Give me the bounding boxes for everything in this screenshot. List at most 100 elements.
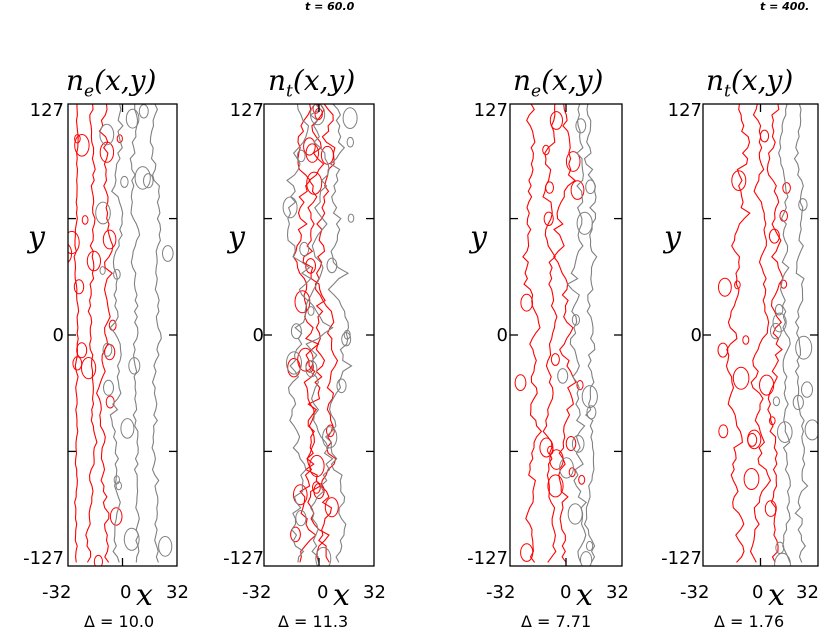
contour-island-1-1-7 <box>105 395 115 409</box>
contour-island-3-1-14 <box>545 181 554 194</box>
contour-island-4-2-4 <box>772 396 781 407</box>
contour-island-1-2-12 <box>134 166 151 190</box>
contour-island-1-1-8 <box>102 229 117 250</box>
contour-island-2-2-14 <box>290 323 302 340</box>
contour-island-1-1-6 <box>86 250 102 272</box>
contour-island-2-1-13 <box>305 258 317 274</box>
contour-island-1-1-17 <box>74 134 81 144</box>
contour-island-4-1-16 <box>743 468 760 490</box>
x-tick-mid-4: 0 <box>752 582 764 603</box>
contour-island-1-1-9 <box>68 230 80 255</box>
contour-island-4-1-5 <box>764 500 777 517</box>
contour-island-4-1-1 <box>718 424 729 439</box>
contour-island-1-1-4 <box>76 342 88 359</box>
contour-island-4-2-8 <box>801 381 813 398</box>
contour-island-2-2-3 <box>305 360 318 378</box>
y-axis-label-2: y <box>228 220 245 255</box>
contour-island-3-1-3 <box>543 211 554 227</box>
contour-island-2-1-9 <box>324 497 339 518</box>
y-tick-mid-4: 0 <box>690 325 702 346</box>
contour-line-3-2-2 <box>583 104 598 563</box>
contour-island-2-2-11 <box>346 136 354 148</box>
contour-island-1-1-2 <box>93 554 103 566</box>
plot-panel-2 <box>263 103 375 567</box>
contour-island-1-1-16 <box>72 356 83 371</box>
contour-island-2-1-8 <box>290 526 301 543</box>
contour-island-3-2-12 <box>586 405 597 420</box>
contour-island-4-2-2 <box>804 419 818 441</box>
contour-island-1-2-4 <box>99 266 106 275</box>
contour-island-2-1-7 <box>303 137 316 156</box>
contour-line-1-2-1 <box>109 104 124 563</box>
contour-island-4-1-14 <box>780 279 788 289</box>
contour-island-3-1-2 <box>549 111 564 130</box>
y-tick-bot-3: -127 <box>467 548 508 569</box>
contour-island-3-2-4 <box>567 503 583 525</box>
contour-line-4-1-1 <box>725 104 751 563</box>
y-axis-label-3: y <box>470 220 487 255</box>
contour-island-2-2-8 <box>342 107 358 129</box>
contour-line-4-2-1 <box>778 104 791 563</box>
contour-line-3-1-2 <box>542 104 558 563</box>
y-tick-top-3: 127 <box>473 100 508 121</box>
contour-group-3 <box>514 104 598 566</box>
contour-line-2-2-3 <box>324 104 353 563</box>
y-tick-top-1: 127 <box>29 100 64 121</box>
contour-island-4-2-11 <box>775 541 785 554</box>
contour-island-2-1-12 <box>312 481 321 494</box>
contour-island-1-1-10 <box>81 357 97 380</box>
y-tick-bot-2: -127 <box>223 548 264 569</box>
x-tick-left-2: -32 <box>242 582 272 603</box>
contour-island-2-2-5 <box>341 332 352 347</box>
contour-line-1-1-2 <box>85 104 98 563</box>
contour-island-2-1-2 <box>293 484 308 506</box>
contour-island-1-2-6 <box>113 475 121 485</box>
y-tick-mid-2: 0 <box>252 325 264 346</box>
time-label-right: t = 400. <box>760 0 810 13</box>
contour-island-3-1-5 <box>565 436 577 451</box>
x-axis-label-3: x <box>576 578 593 613</box>
contour-island-3-2-9 <box>571 314 581 326</box>
contour-island-4-2-1 <box>795 335 813 360</box>
contour-island-2-2-13 <box>299 241 310 257</box>
contour-line-1-1-1 <box>73 104 80 563</box>
contour-island-1-1-18 <box>109 507 123 526</box>
contour-island-1-2-15 <box>143 173 154 189</box>
contour-island-2-2-15 <box>322 426 338 449</box>
contour-island-3-2-11 <box>559 457 574 479</box>
contour-island-2-2-7 <box>343 329 351 340</box>
x-tick-mid-2: 0 <box>317 582 329 603</box>
plot-frame-3 <box>509 103 623 567</box>
plot-panel-3 <box>509 103 623 567</box>
contour-island-2-1-15 <box>305 143 319 163</box>
contour-island-2-1-16 <box>306 171 323 195</box>
y-axis-label-4: y <box>664 220 681 255</box>
contour-island-2-2-12 <box>307 306 315 316</box>
contour-island-4-2-9 <box>772 312 787 333</box>
contour-line-2-2-2 <box>305 104 334 563</box>
contour-island-1-1-15 <box>73 279 85 295</box>
contour-island-2-1-10 <box>309 454 325 478</box>
plot-panel-4 <box>702 103 819 567</box>
contour-island-1-2-11 <box>113 269 121 280</box>
contour-island-3-1-11 <box>568 467 576 478</box>
contour-island-4-1-12 <box>747 433 758 447</box>
contour-island-2-2-18 <box>326 257 338 274</box>
contour-line-2-1-3 <box>314 104 339 563</box>
contour-island-1-1-12 <box>104 344 116 361</box>
y-axis-label-1: y <box>28 220 45 255</box>
contour-island-2-1-18 <box>320 145 334 165</box>
contour-group-2 <box>282 104 358 566</box>
x-axis-label-1: x <box>136 578 153 613</box>
contour-island-1-2-18 <box>125 108 140 129</box>
contour-island-2-2-6 <box>282 196 298 219</box>
contour-island-3-1-4 <box>565 151 581 172</box>
contour-island-3-1-8 <box>576 380 584 391</box>
contour-island-4-1-15 <box>779 210 789 222</box>
contour-island-3-1-16 <box>520 543 534 562</box>
contour-island-4-1-7 <box>759 374 775 396</box>
contour-island-3-1-10 <box>547 474 564 498</box>
contour-island-1-2-2 <box>120 175 129 188</box>
delta-label-3: Δ = 7.71 <box>521 612 592 631</box>
